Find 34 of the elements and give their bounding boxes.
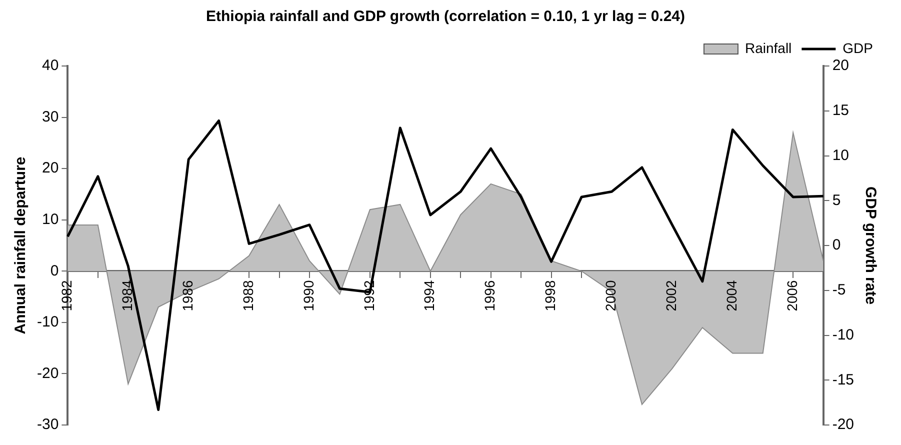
x-tick-label: 1990 (300, 280, 316, 312)
legend-label: GDP (842, 40, 874, 56)
y-tick-label: 20 (42, 160, 59, 177)
y2-tick-label: -15 (832, 371, 854, 388)
y-tick-label: 10 (42, 211, 59, 228)
chart-title: Ethiopia rainfall and GDP growth (correlation = 0.10, 1 yr lag = 0.24) (206, 8, 686, 26)
y2-tick-label: 20 (832, 57, 850, 74)
x-tick-label: 1984 (118, 280, 135, 312)
y2-tick-label: -5 (832, 282, 846, 299)
y2-tick-label: 10 (832, 146, 850, 164)
x-tick-label: 2006 (784, 280, 800, 312)
x-tick-label: 1998 (542, 280, 558, 312)
y-tick-label: 0 (50, 262, 59, 280)
y-tick-label: -10 (36, 314, 59, 331)
x-tick-label: 1994 (421, 280, 438, 312)
x-tick-label: 2002 (663, 280, 680, 312)
x-tick-label: 2004 (724, 280, 740, 312)
y-axis-title: Annual rainfall departure (12, 156, 30, 334)
y2-tick-label: -20 (832, 416, 854, 434)
x-tick-label: 2000 (602, 280, 619, 312)
y2-tick-label: -10 (832, 326, 854, 344)
y2-tick-label: 0 (832, 236, 841, 254)
x-tick-label: 1982 (58, 280, 75, 312)
y-tick-label: -20 (36, 364, 59, 382)
x-tick-label: 1996 (482, 280, 498, 312)
y-tick-label: 30 (42, 108, 59, 126)
y2-tick-label: 5 (832, 192, 841, 209)
y2-tick-label: 15 (832, 102, 850, 120)
y-tick-label: -30 (36, 416, 59, 434)
legend-label: Rainfall (744, 40, 792, 56)
x-tick-label: 1986 (179, 280, 196, 312)
y-tick-label: 40 (42, 57, 59, 74)
x-tick-label: 1988 (240, 280, 256, 312)
y2-axis-title: GDP growth rate (862, 186, 879, 305)
